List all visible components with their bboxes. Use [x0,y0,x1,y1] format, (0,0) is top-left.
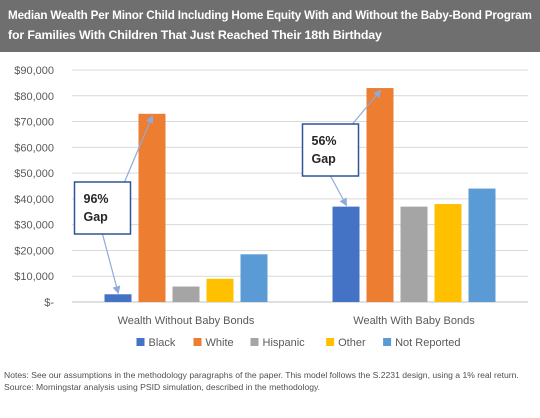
legend-label: Not Reported [395,337,460,349]
legend-swatch [250,338,259,346]
gap-label: Gap [84,210,109,224]
methodology-note: Notes: See our assumptions in the method… [4,370,519,380]
legend-item-black: Black [136,337,176,349]
gap-annotation: 56% Gap [301,89,382,207]
bars [104,88,496,302]
y-tick-label: $60,000 [14,142,54,154]
x-category-label: Wealth Without Baby Bonds [118,315,255,327]
y-tick-label: $30,000 [14,220,54,232]
bar-white [366,88,394,302]
gap-percent: 96% [84,192,109,206]
legend-swatch [383,338,392,346]
arrow-to-black-bar [329,175,347,207]
legend-item-other: Other [326,337,366,349]
legend-label: Hispanic [263,337,306,349]
bar-chart: $- $10,000 $20,000 $30,000 $40,000 $50,000 $60… [14,65,528,349]
gap-box [73,181,132,235]
bar-other [206,278,234,302]
y-tick-label: $90,000 [14,65,54,77]
chart-title-line-2: for Families With Children That Just Rea… [8,28,382,42]
legend-item-hispanic: Hispanic [250,337,306,349]
gap-label: Gap [312,152,337,166]
y-tick-label: $10,000 [14,271,54,283]
arrow-to-white-bar [123,114,154,183]
legend: Black White Hispanic Other Not Reported [136,337,461,349]
legend-swatch [136,338,145,346]
legend-item-white: White [193,337,234,349]
gap-box [301,123,360,177]
arrow-to-white-bar [352,89,382,125]
y-axis-tick-labels: $- $10,000 $20,000 $30,000 $40,000 $50,000 $60… [14,65,54,309]
bar-white [138,113,166,302]
legend-label: Other [338,337,366,349]
y-tick-label: $40,000 [14,194,54,206]
y-tick-label: $70,000 [14,117,54,129]
y-tick-label: $50,000 [14,168,54,180]
legend-swatch [193,338,202,346]
x-axis-category-labels: Wealth Without Baby Bonds Wealth With Bab… [118,315,476,327]
bar-not-reported [240,254,268,302]
chart-title: Median Wealth Per Minor Child Including … [0,0,540,52]
gap-percent: 56% [312,134,337,148]
chart-title-line-1: Median Wealth Per Minor Child Including … [8,8,532,22]
x-category-label: Wealth With Baby Bonds [353,315,475,327]
y-tick-label: $20,000 [14,245,54,257]
gap-annotation: 96% Gap [73,114,154,295]
bar-hispanic [172,286,200,302]
bar-black [332,206,360,302]
legend-swatch [326,338,335,346]
bar-black [104,294,132,302]
bar-not-reported [468,188,496,302]
bar-other [434,204,462,302]
bar-hispanic [400,206,428,302]
gap-annotations: 96% Gap 56% Gap [73,89,382,295]
y-tick-label: $80,000 [14,91,54,103]
arrow-to-black-bar [101,233,121,295]
y-tick-label: $- [44,297,54,309]
source-note: Source: Morningstar analysis using PSID … [4,382,321,392]
legend-item-not-reported: Not Reported [383,337,461,349]
legend-label: Black [149,337,176,349]
chart-notes: Notes: See our assumptions in the method… [4,370,536,393]
legend-label: White [206,337,234,349]
